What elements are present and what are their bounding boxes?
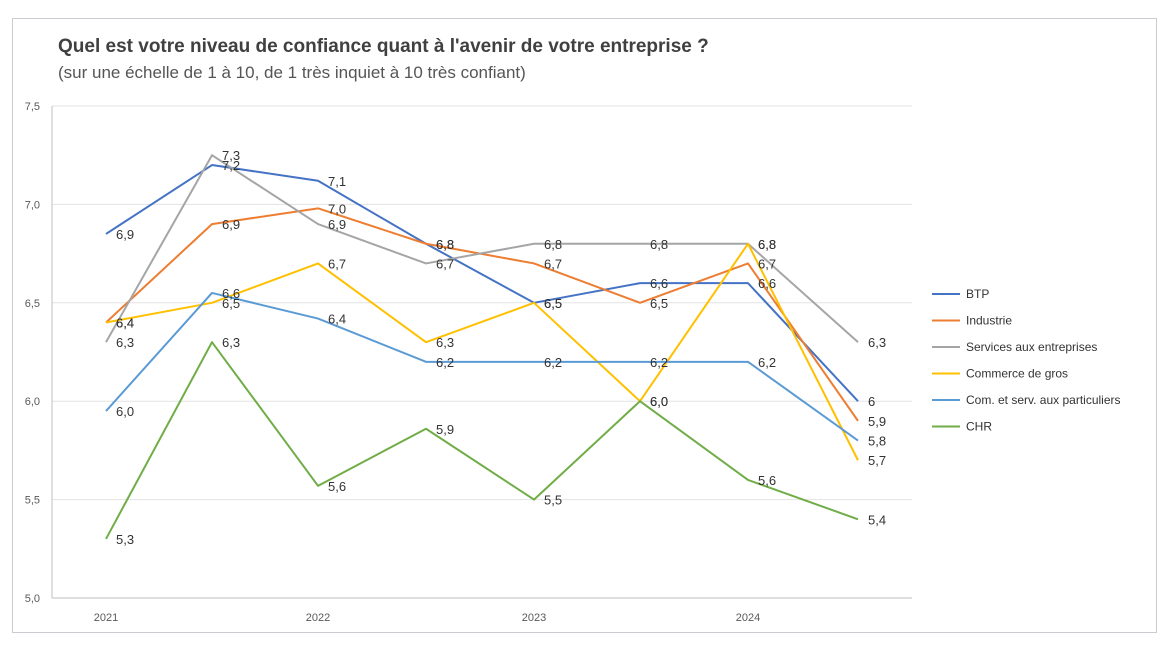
data-label: 6,9 xyxy=(116,227,134,242)
data-label: 5,6 xyxy=(328,479,346,494)
series-line xyxy=(105,291,859,442)
data-label: 6,7 xyxy=(436,256,454,271)
x-tick-label: 2022 xyxy=(306,612,330,624)
legend-label: Com. et serv. aux particuliers xyxy=(966,393,1121,407)
data-label: 6,3 xyxy=(868,335,886,350)
legend-label: BTP xyxy=(966,287,989,301)
legend-label: Commerce de gros xyxy=(966,367,1068,381)
data-label: 7,3 xyxy=(222,148,240,163)
data-label: 7,0 xyxy=(328,201,346,216)
data-label: 6,8 xyxy=(436,237,454,252)
data-label: 6,2 xyxy=(436,355,454,370)
data-label: 6,7 xyxy=(328,256,346,271)
x-tick-label: 2023 xyxy=(522,612,546,624)
data-label: 6,3 xyxy=(222,335,240,350)
data-label: 5,3 xyxy=(116,532,134,547)
data-label: 5,6 xyxy=(758,473,776,488)
data-label: 6,8 xyxy=(436,237,454,252)
data-label: 6,8 xyxy=(758,237,776,252)
data-label: 6,2 xyxy=(650,355,668,370)
legend-label: Services aux entreprises xyxy=(966,340,1097,354)
data-label: 7,1 xyxy=(328,174,346,189)
chart-title: Quel est votre niveau de confiance quant… xyxy=(58,36,709,57)
data-label: 6,4 xyxy=(116,315,134,330)
data-label: 6,0 xyxy=(650,394,668,409)
data-label: 6,6 xyxy=(758,276,776,291)
data-label: 6,3 xyxy=(116,335,134,350)
data-label: 6,8 xyxy=(544,237,562,252)
series-line xyxy=(105,164,859,402)
y-tick-label: 7,0 xyxy=(25,199,40,211)
y-tick-label: 5,5 xyxy=(25,495,40,507)
data-label: 6,0 xyxy=(650,394,668,409)
legend-label: Industrie xyxy=(966,314,1012,328)
legend-label: CHR xyxy=(966,420,992,434)
data-label: 6,5 xyxy=(544,296,562,311)
data-label: 7,2 xyxy=(222,158,240,173)
x-tick-label: 2024 xyxy=(736,612,760,624)
data-label: 6,5 xyxy=(544,296,562,311)
data-label: 6,2 xyxy=(758,355,776,370)
chart-subtitle: (sur une échelle de 1 à 10, de 1 très in… xyxy=(58,63,526,82)
series-line xyxy=(105,154,859,343)
data-label: 6,0 xyxy=(116,404,134,419)
series-line xyxy=(105,207,859,422)
data-label: 5,7 xyxy=(868,453,886,468)
data-label: 5,5 xyxy=(544,493,562,508)
y-tick-label: 6,0 xyxy=(25,396,40,408)
data-label: 6,2 xyxy=(544,355,562,370)
series-line xyxy=(105,341,859,540)
data-label: 6,9 xyxy=(328,217,346,232)
data-label: 6,4 xyxy=(328,312,346,327)
data-label: 6,7 xyxy=(758,256,776,271)
data-label: 6,6 xyxy=(650,276,668,291)
y-tick-label: 5,0 xyxy=(25,593,40,605)
data-label: 6,3 xyxy=(436,335,454,350)
data-label: 5,9 xyxy=(436,422,454,437)
data-label: 5,8 xyxy=(868,434,886,449)
y-tick-label: 6,5 xyxy=(25,298,40,310)
data-label: 6,7 xyxy=(544,256,562,271)
data-label: 6,6 xyxy=(222,286,240,301)
data-label: 6,9 xyxy=(222,217,240,232)
data-label: 6,8 xyxy=(758,237,776,252)
data-label: 6,8 xyxy=(650,237,668,252)
data-label: 6,5 xyxy=(650,296,668,311)
data-label: 5,4 xyxy=(868,512,886,527)
y-tick-label: 7,5 xyxy=(25,101,40,113)
chart-frame xyxy=(12,18,1157,633)
x-tick-label: 2021 xyxy=(94,612,118,624)
data-label: 6,4 xyxy=(116,315,134,330)
data-label: 5,9 xyxy=(868,414,886,429)
data-label: 6 xyxy=(868,394,875,409)
data-label: 6,5 xyxy=(222,296,240,311)
